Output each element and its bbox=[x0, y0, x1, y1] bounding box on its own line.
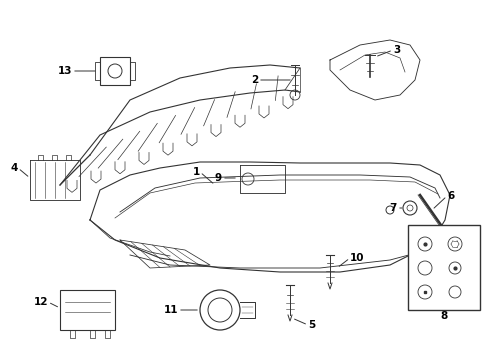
Text: 8: 8 bbox=[440, 311, 447, 321]
Text: 13: 13 bbox=[58, 66, 72, 76]
Text: 11: 11 bbox=[163, 305, 178, 315]
Text: 3: 3 bbox=[392, 45, 400, 55]
Bar bbox=[407, 225, 479, 310]
Text: 12: 12 bbox=[34, 297, 48, 307]
Text: 10: 10 bbox=[349, 253, 364, 263]
Bar bbox=[60, 290, 115, 330]
Text: 2: 2 bbox=[250, 75, 258, 85]
Text: 6: 6 bbox=[446, 191, 453, 201]
Text: 4: 4 bbox=[11, 163, 18, 173]
Text: 9: 9 bbox=[214, 173, 222, 183]
Text: 5: 5 bbox=[307, 320, 315, 330]
Bar bbox=[100, 57, 130, 85]
Text: 1: 1 bbox=[192, 167, 200, 177]
Text: 7: 7 bbox=[389, 203, 396, 213]
